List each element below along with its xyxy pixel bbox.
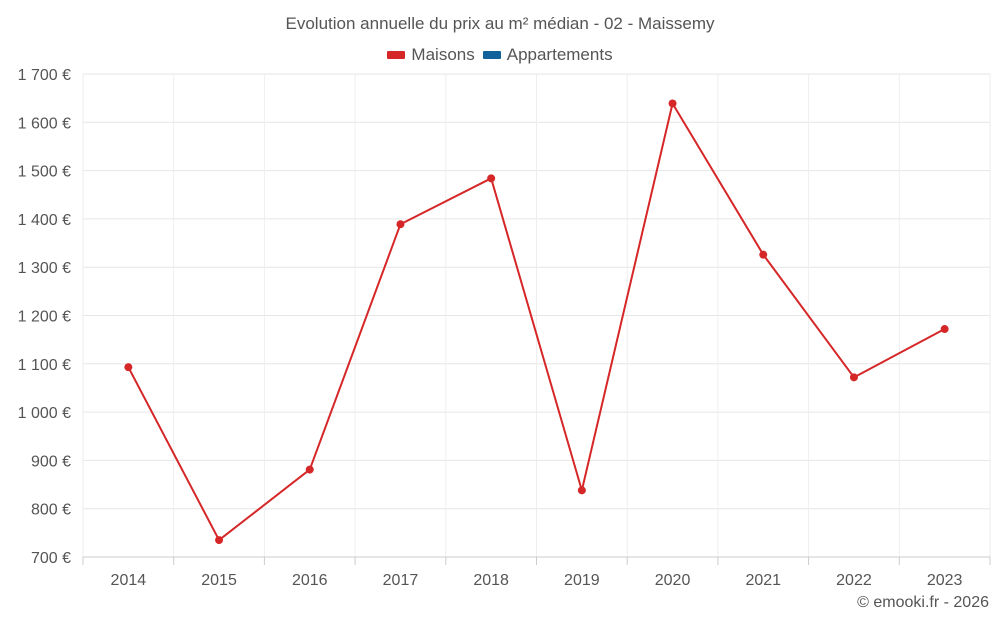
legend-item-appartements[interactable]: Appartements <box>482 45 613 65</box>
chart-title: Evolution annuelle du prix au m² médian … <box>285 14 715 33</box>
data-point-maisons <box>396 220 405 229</box>
y-tick-label: 1 500 € <box>18 164 71 181</box>
legend-swatch-appartements <box>482 51 501 59</box>
data-point-maisons <box>759 250 768 259</box>
data-point-maisons <box>940 325 949 334</box>
credit-text: © emooki.fr - 2026 <box>857 594 989 611</box>
x-tick-label: 2016 <box>292 572 328 589</box>
x-tick-label: 2022 <box>836 572 872 589</box>
x-tick-label: 2020 <box>655 572 691 589</box>
y-tick-label: 1 300 € <box>18 260 71 277</box>
legend-item-maisons[interactable]: Maisons <box>387 45 475 65</box>
data-point-maisons <box>668 99 677 108</box>
y-tick-label: 1 000 € <box>18 405 71 422</box>
data-point-maisons <box>577 486 586 495</box>
y-tick-label: 800 € <box>31 502 71 519</box>
legend-label-maisons: Maisons <box>411 45 475 64</box>
y-tick-label: 1 100 € <box>18 357 71 374</box>
data-point-maisons <box>305 465 314 474</box>
y-tick-label: 700 € <box>31 550 71 567</box>
legend: Maisons Appartements <box>0 45 1000 65</box>
x-tick-label: 2023 <box>927 572 963 589</box>
y-tick-label: 1 200 € <box>18 309 71 326</box>
x-tick-label: 2015 <box>201 572 237 589</box>
x-tick-label: 2018 <box>473 572 509 589</box>
x-tick-label: 2021 <box>745 572 781 589</box>
x-tick-label: 2014 <box>111 572 147 589</box>
x-tick-label: 2017 <box>383 572 419 589</box>
y-tick-label: 1 700 € <box>18 67 71 84</box>
legend-swatch-maisons <box>387 51 406 59</box>
data-point-maisons <box>487 174 496 183</box>
y-tick-label: 1 600 € <box>18 115 71 132</box>
x-tick-label: 2019 <box>564 572 600 589</box>
data-point-maisons <box>849 373 858 382</box>
data-point-maisons <box>215 536 224 545</box>
legend-label-appartements: Appartements <box>506 45 613 64</box>
y-tick-label: 1 400 € <box>18 212 71 229</box>
data-point-maisons <box>124 363 133 372</box>
y-tick-label: 900 € <box>31 453 71 470</box>
series-line-maisons <box>127 102 946 542</box>
